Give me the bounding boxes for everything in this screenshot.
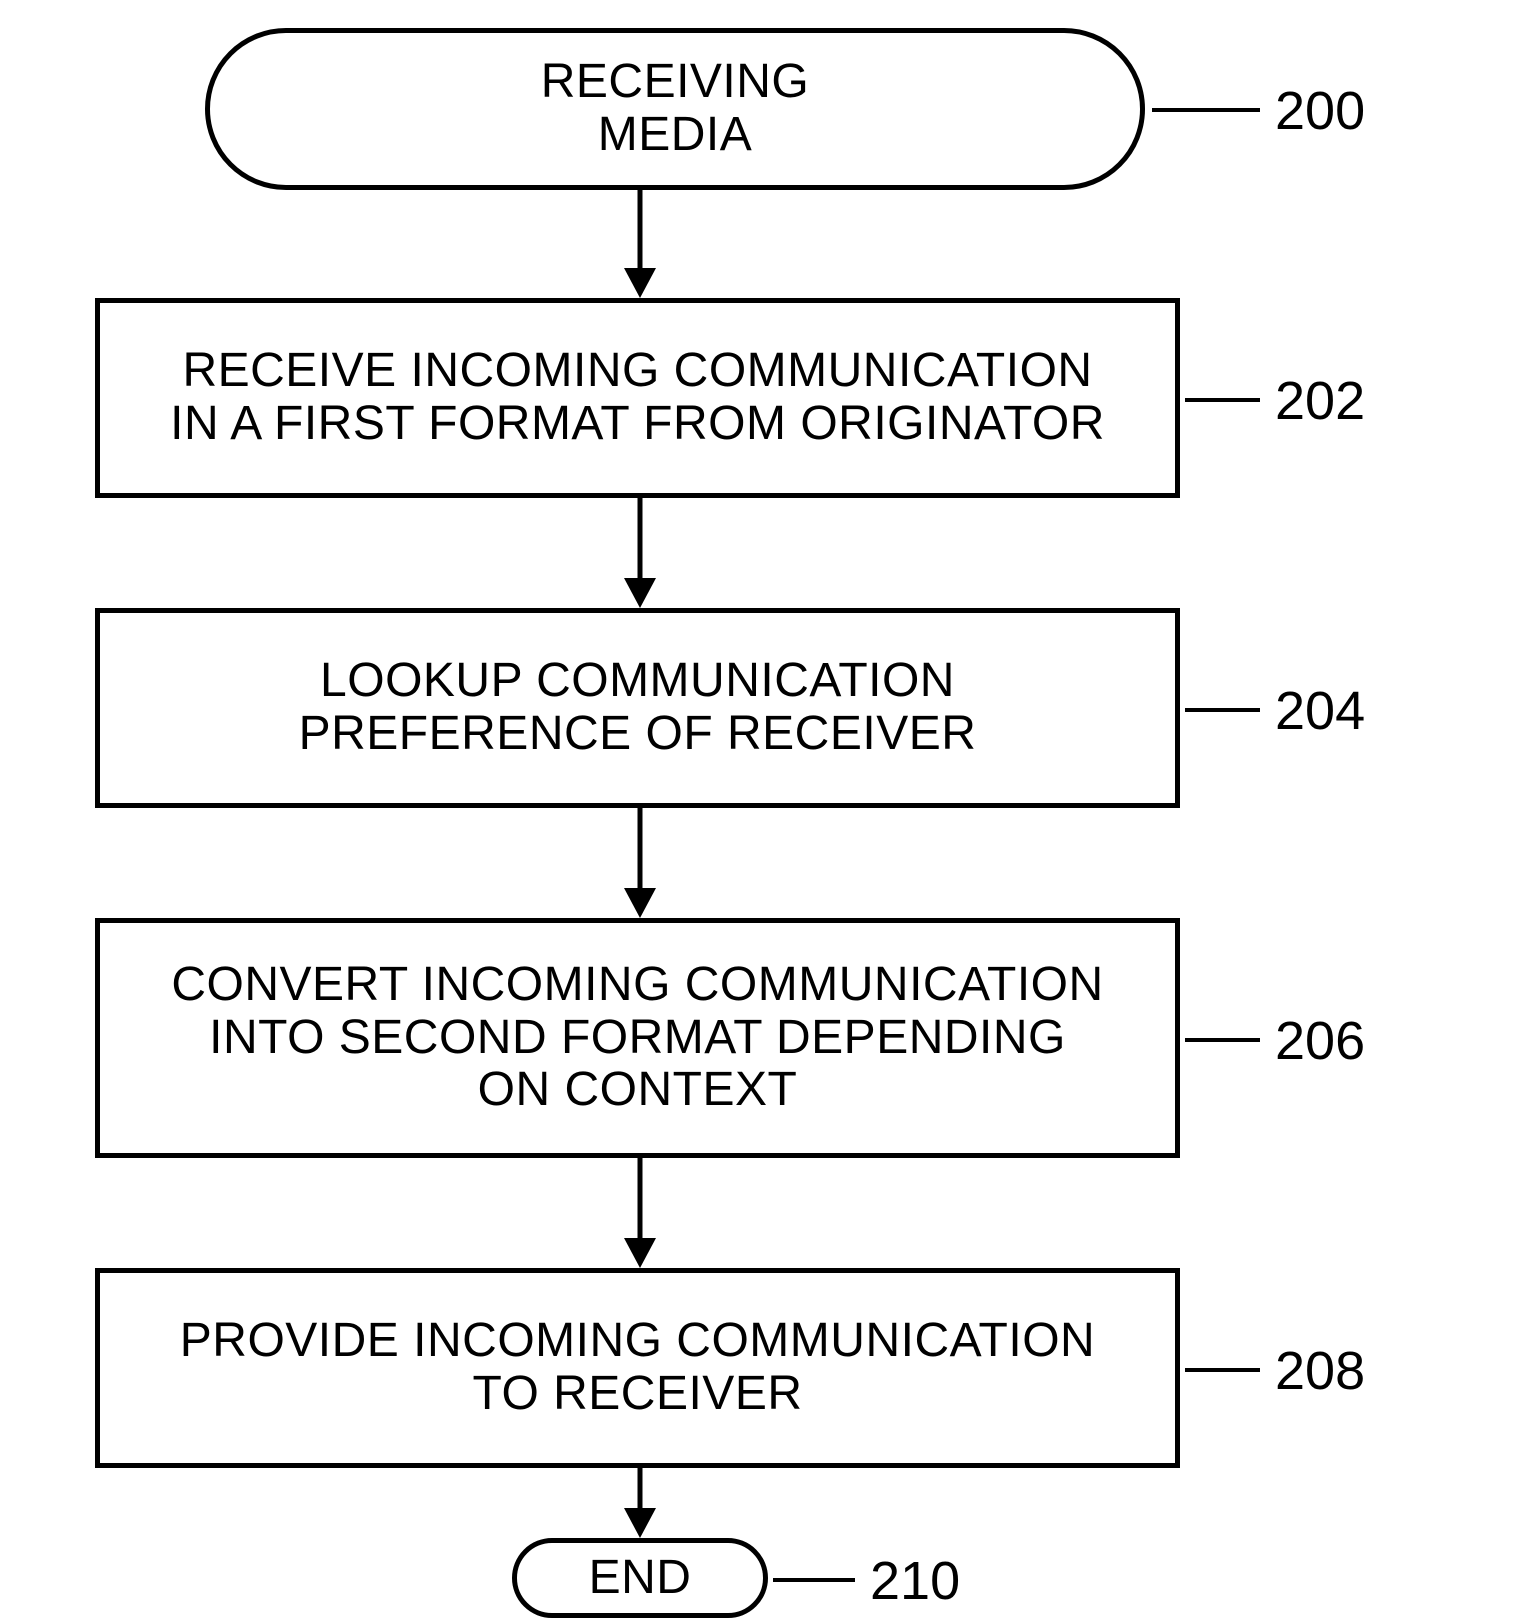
- flowchart-node-text: PROVIDE INCOMING COMMUNICATION TO RECEIV…: [180, 1315, 1095, 1421]
- flowchart-node-n210: END: [512, 1538, 768, 1618]
- flowchart-node-text: RECEIVE INCOMING COMMUNICATION IN A FIRS…: [170, 345, 1105, 451]
- flowchart-node-text: RECEIVING MEDIA: [541, 56, 810, 162]
- flowchart-arrow: [608, 808, 672, 918]
- ref-leader: [1185, 398, 1260, 402]
- ref-label-202: 202: [1275, 370, 1365, 432]
- flowchart-node-n206: CONVERT INCOMING COMMUNICATION INTO SECO…: [95, 918, 1180, 1158]
- ref-leader: [773, 1578, 855, 1582]
- flowchart-node-n200: RECEIVING MEDIA: [205, 28, 1145, 190]
- ref-leader: [1152, 108, 1260, 112]
- flowchart-arrow: [608, 498, 672, 608]
- ref-label-210: 210: [870, 1550, 960, 1612]
- ref-leader: [1185, 1368, 1260, 1372]
- ref-label-200: 200: [1275, 80, 1365, 142]
- flowchart-node-n208: PROVIDE INCOMING COMMUNICATION TO RECEIV…: [95, 1268, 1180, 1468]
- ref-leader: [1185, 708, 1260, 712]
- flowchart-arrow: [608, 1468, 672, 1538]
- flowchart-node-text: CONVERT INCOMING COMMUNICATION INTO SECO…: [171, 959, 1103, 1117]
- flowchart-node-text: END: [589, 1552, 692, 1605]
- ref-label-206: 206: [1275, 1010, 1365, 1072]
- ref-leader: [1185, 1038, 1260, 1042]
- flowchart-node-n202: RECEIVE INCOMING COMMUNICATION IN A FIRS…: [95, 298, 1180, 498]
- ref-label-204: 204: [1275, 680, 1365, 742]
- flowchart-arrow: [608, 190, 672, 298]
- flowchart-arrow: [608, 1158, 672, 1268]
- flowchart-node-text: LOOKUP COMMUNICATION PREFERENCE OF RECEI…: [299, 655, 977, 761]
- flowchart-node-n204: LOOKUP COMMUNICATION PREFERENCE OF RECEI…: [95, 608, 1180, 808]
- ref-label-208: 208: [1275, 1340, 1365, 1402]
